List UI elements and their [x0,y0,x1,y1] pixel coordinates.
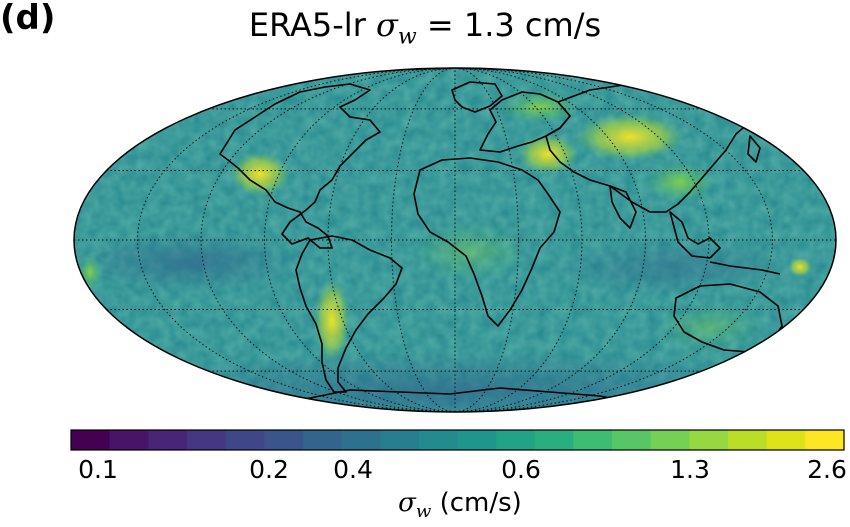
globe-field [74,68,836,412]
indian-ocean-low [550,239,790,295]
western-north-america-high [230,152,290,196]
indonesia-coast [709,261,781,275]
colorbar-label-units: (cm/s) [431,488,522,518]
colorbar-segment [496,430,536,450]
colorbar-segment [302,430,343,450]
meridian-line [454,68,774,412]
world-map [70,62,840,417]
meridian-line [454,68,710,412]
colorbar-tick-label: 1.3 [670,455,710,484]
central-asia-high [575,113,685,161]
colorbar-ticks: 0.1 0.2 0.4 0.6 1.3 2.6 [70,455,850,491]
mollweide-map-svg [73,67,837,413]
colorbar-segment [805,430,845,450]
colorbar-segment [380,430,420,450]
panel-label: (d) [0,0,56,38]
colorbar-segment [689,430,729,450]
meridian-line [454,68,520,412]
map-title: ERA5-lr σw = 1.3 cm/s [0,6,850,49]
colorbar-segment [457,430,497,450]
colorbar-segment [418,430,459,450]
meridian-line [454,68,647,412]
colorbar-tick-label: 2.6 [807,455,847,484]
colorbar-segment [766,430,806,450]
africa-mid [410,222,530,282]
meridian-line [200,68,456,412]
japan-coast [747,135,761,163]
australia-mid [655,302,765,352]
colorbar-segment [612,430,652,450]
pacific-low [80,232,300,292]
meridian-line [136,68,456,412]
colorbar-segment [650,430,690,450]
colorbar-svg [70,429,845,451]
title-symbol: σ [376,6,398,44]
siberia-west-high [500,91,580,123]
meridian-line [263,68,456,412]
colorbar-segment [264,430,304,450]
meridian-line [454,68,583,412]
west-edge-high [78,254,102,290]
colorbar-tick-label: 0.1 [78,455,118,484]
southeast-asia-coast [669,211,721,259]
meridian-line [327,68,456,412]
globe-border [73,67,837,413]
colorbar-segment [225,430,265,450]
coastlines [219,81,799,403]
colorbar-tick-label: 0.6 [501,455,541,484]
andes-high [314,278,350,362]
antarctica-coast [299,387,631,403]
colorbar-segment [341,430,381,450]
colorbar-segment [728,430,768,450]
new-guinea-high [788,257,812,277]
north-america-coast [219,83,381,249]
new-zealand-coast [785,347,799,371]
colorbar-label-subscript: w [415,501,432,523]
tibet-high [645,162,715,202]
south-america-coast [295,235,403,393]
title-subscript: w [397,24,417,50]
title-prefix: ERA5-lr [248,6,377,44]
colorbar-tick-label: 0.2 [249,455,289,484]
title-suffix: = 1.3 cm/s [416,6,602,44]
greenland-coast [451,81,503,113]
colorbar-segment [109,430,149,450]
colorbar-segment [573,430,613,450]
colorbar-segment [71,430,111,450]
colorbar-segment [186,430,227,450]
meridian-line [390,68,456,412]
colorbar-label-symbol: σ [398,488,416,518]
colorbar-segment [148,430,188,450]
colorbar-frame [70,429,845,451]
colorbar: 0.1 0.2 0.4 0.6 1.3 2.6 σw (cm/s) [70,428,850,527]
graticule [74,68,836,412]
india-coast [609,185,637,229]
colorbar-segments [71,430,845,450]
colorbar-segment [534,430,575,450]
africa-coast [413,157,561,327]
colorbar-tick-label: 0.4 [333,455,373,484]
colorbar-label: σw (cm/s) [70,488,850,522]
